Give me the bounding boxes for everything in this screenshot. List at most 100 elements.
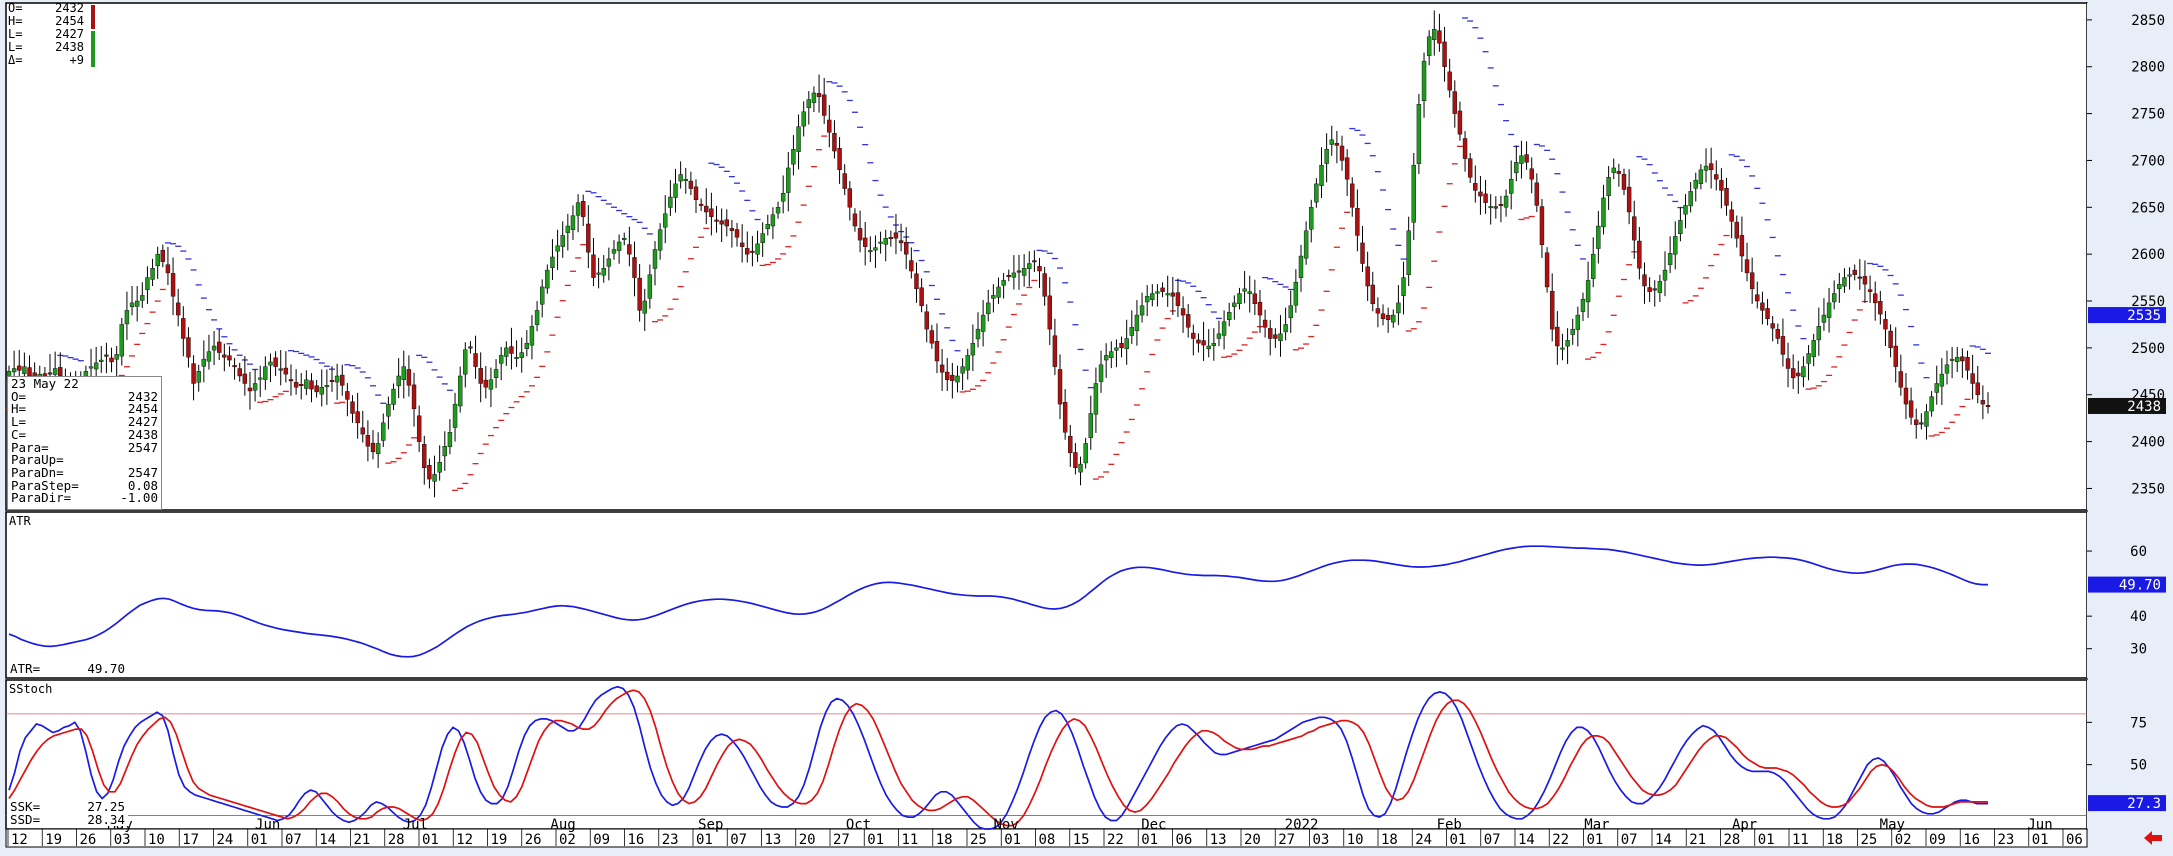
candle-down <box>227 355 232 361</box>
candle-up <box>529 326 535 346</box>
candle-down <box>1775 329 1780 339</box>
day-label: 23 <box>1998 832 2015 848</box>
candle-down <box>591 254 596 278</box>
month-label: Mar <box>1584 817 1609 833</box>
day-label: 09 <box>1929 832 1946 848</box>
candle-down <box>1898 371 1904 388</box>
candle-up <box>1580 298 1586 312</box>
candle-up <box>1662 269 1668 281</box>
candle-down <box>104 354 109 357</box>
candle-up <box>1570 328 1575 335</box>
candle-down <box>278 368 283 371</box>
candle-up <box>668 196 673 208</box>
candle-down <box>1862 276 1868 285</box>
candle-up <box>1324 148 1329 164</box>
candle-up <box>770 214 776 227</box>
candle-up <box>11 368 17 373</box>
day-label: 20 <box>1244 832 1261 848</box>
red-left-arrow-icon[interactable] <box>2143 830 2163 846</box>
candle-up <box>324 385 330 388</box>
candle-down <box>1160 287 1165 292</box>
candle-down <box>427 465 432 480</box>
candle-down <box>709 208 714 217</box>
candle-down <box>714 219 719 222</box>
candle-up <box>1955 357 1960 362</box>
candle-up <box>622 238 627 240</box>
candle-up <box>432 474 437 482</box>
candle-down <box>288 379 294 382</box>
candle-up <box>550 256 555 269</box>
candle-up <box>1514 162 1519 174</box>
candle-up <box>1011 272 1017 278</box>
ohlc-key: Δ= <box>8 53 23 67</box>
day-label: 16 <box>628 832 645 848</box>
candle-up <box>975 328 981 340</box>
day-label: 06 <box>2066 832 2083 848</box>
candle-down <box>422 444 427 469</box>
candle-down <box>1529 168 1534 180</box>
candle-up <box>780 193 786 202</box>
candle-up <box>1319 164 1324 186</box>
candle-down <box>729 228 735 231</box>
candle-up <box>1560 347 1565 350</box>
candle-up <box>1698 169 1704 184</box>
day-label: 08 <box>1039 832 1056 848</box>
candle-up <box>1924 411 1929 427</box>
candle-down <box>816 93 822 97</box>
candle-up <box>22 366 27 374</box>
candle-down <box>1196 339 1201 344</box>
candle-down <box>1339 145 1345 161</box>
candle-up <box>683 178 688 181</box>
candle-up <box>1314 183 1319 203</box>
candle-up <box>375 443 381 455</box>
candle-down <box>1642 274 1647 287</box>
candle-down <box>1744 259 1750 274</box>
candle-down <box>1252 293 1258 305</box>
candle-down <box>1355 208 1360 236</box>
candle-down <box>1478 191 1483 197</box>
price-tick-label: 2550 <box>2131 294 2165 310</box>
stochastic-lines <box>6 685 2087 830</box>
candle-up <box>1221 321 1227 336</box>
candle-down <box>1191 332 1196 339</box>
day-label: 06 <box>1176 832 1193 848</box>
ohlc-value: 2427 <box>55 27 84 41</box>
candle-down <box>360 427 365 435</box>
atr-line <box>8 545 1988 658</box>
candle-down <box>837 148 842 171</box>
candle-up <box>252 383 258 391</box>
day-label: 07 <box>730 832 747 848</box>
candle-down <box>847 188 853 208</box>
day-label: 01 <box>1141 832 1158 848</box>
candle-up <box>206 351 212 362</box>
day-label: 11 <box>902 832 919 848</box>
day-label: 07 <box>1621 832 1638 848</box>
candle-up <box>1247 291 1252 294</box>
candle-up <box>442 446 447 457</box>
candle-down <box>1883 319 1888 330</box>
day-label: 20 <box>799 832 816 848</box>
day-label: 12 <box>456 832 473 848</box>
candle-down <box>222 354 227 358</box>
candle-down <box>47 372 53 375</box>
candle-up <box>304 379 309 389</box>
data-window-key: H= <box>11 401 27 417</box>
candle-up <box>570 215 576 230</box>
day-label: 13 <box>765 832 782 848</box>
candle-down <box>919 287 924 306</box>
candle-down <box>1975 382 1980 395</box>
candle-down <box>232 365 237 368</box>
day-label: 24 <box>1415 832 1432 848</box>
candle-down <box>1493 206 1499 209</box>
stoch-series-ssk <box>8 685 1988 830</box>
candle-up <box>396 375 401 387</box>
candle-up <box>134 300 140 307</box>
candle-up <box>1565 340 1570 347</box>
candle-down <box>299 384 304 386</box>
candle-up <box>124 310 130 325</box>
candle-up <box>268 361 273 366</box>
ohlc-key: L= <box>8 27 23 41</box>
candle-up <box>155 253 160 267</box>
